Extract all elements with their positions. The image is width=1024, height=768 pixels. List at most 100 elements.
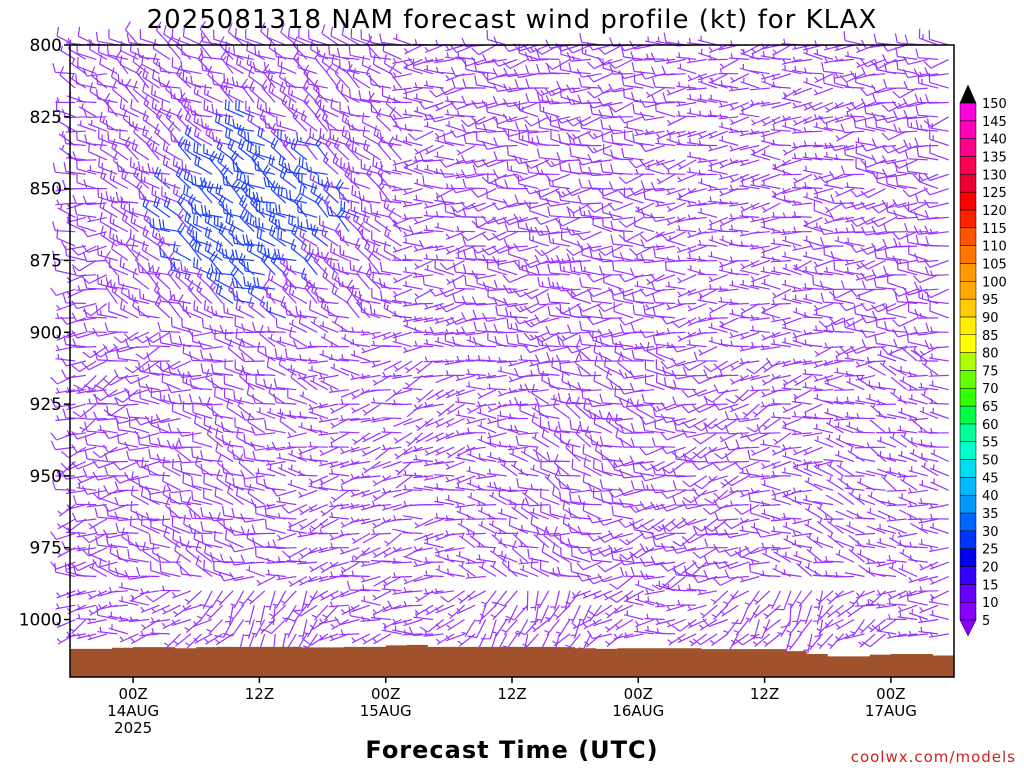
wind-barb [796,560,813,577]
wind-barb [434,254,455,262]
wind-barb [444,554,465,563]
wind-barb [255,468,276,477]
wind-barb [749,385,770,392]
wind-barb [835,346,855,357]
wind-barb [802,67,823,75]
wind-barb [137,305,160,319]
wind-barb [424,417,444,428]
wind-barb [196,281,213,304]
wind-barb [513,242,539,252]
wind-barb [370,102,392,118]
wind-barb [781,251,802,262]
wind-barb [749,99,770,106]
wind-barb [750,446,771,456]
wind-barb [143,209,160,233]
wind-barb [147,264,160,290]
wind-barb [925,322,949,333]
wind-barb [297,354,318,362]
wind-barb [709,302,728,314]
wind-barb [802,382,823,391]
colorbar-low-arrow [959,619,977,637]
wind-barb [356,294,371,319]
wind-barb [208,511,234,522]
wind-barb [216,590,234,606]
wind-barb [529,201,549,218]
wind-barb [339,414,360,421]
wind-barb [502,113,528,123]
wind-barb [687,302,707,312]
wind-barb [770,526,791,534]
wind-barb [830,322,855,333]
wind-barb [81,485,107,495]
wind-barb [802,432,823,437]
wind-barb [916,146,939,161]
wind-barb [930,478,949,491]
wind-barb [924,339,949,350]
wind-barb [924,67,949,77]
wind-barb [739,64,760,75]
wind-barb [475,217,497,233]
wind-barb [415,418,434,432]
wind-barb [339,245,360,262]
wind-barb [455,389,476,397]
wind-barb [114,389,139,403]
wind-barb [76,604,97,611]
wind-barb [330,242,350,262]
wind-barb [893,209,918,220]
wind-barb [698,130,718,140]
wind-barb [534,245,560,257]
wind-barb [102,389,129,398]
wind-barb [687,288,707,296]
wind-barb [276,574,297,581]
wind-barb [84,449,107,463]
wind-barb [81,360,108,371]
wind-barb [793,116,813,126]
wind-barb [158,76,181,89]
wind-barb [497,357,518,364]
wind-barb [853,304,876,319]
credit-link[interactable]: coolwx.com/models [851,748,1016,766]
wind-barb [791,411,812,420]
wind-barb [874,117,897,132]
wind-barb [921,360,939,376]
x-tick-label: 12Z [750,685,779,703]
wind-barb [536,336,560,348]
wind-barb [844,442,865,448]
wind-barb [865,539,886,549]
wind-barb [804,563,823,578]
wind-barb [200,450,223,463]
wind-barb [835,130,855,142]
wind-barb [750,488,770,495]
wind-barb [79,418,97,433]
wind-barb [434,57,455,64]
wind-barb [119,128,139,147]
wind-barb [661,65,686,76]
wind-barb [302,79,318,103]
wind-barb [692,633,718,646]
wind-barb [804,403,823,414]
wind-barb [326,119,349,132]
wind-barb [883,265,907,276]
wind-barb [463,249,486,262]
wind-barb [163,633,181,649]
wind-barb [95,305,118,319]
wind-barb [644,373,665,391]
wind-barb [267,333,286,348]
wind-barb [840,123,865,134]
wind-barb [456,144,476,156]
wind-barb [698,48,718,60]
wind-barb [507,499,528,506]
wind-barb [169,506,192,520]
wind-barb [435,302,455,311]
wind-barb [676,194,697,204]
wind-barb [728,268,749,276]
wind-barb [559,44,581,60]
wind-barb [284,133,307,147]
wind-barb [895,175,918,190]
wind-barb [236,54,255,75]
wind-barb [366,165,381,190]
colorbar: 5101520253035404550556065707580859095100… [959,84,1007,637]
wind-barb [770,398,791,405]
